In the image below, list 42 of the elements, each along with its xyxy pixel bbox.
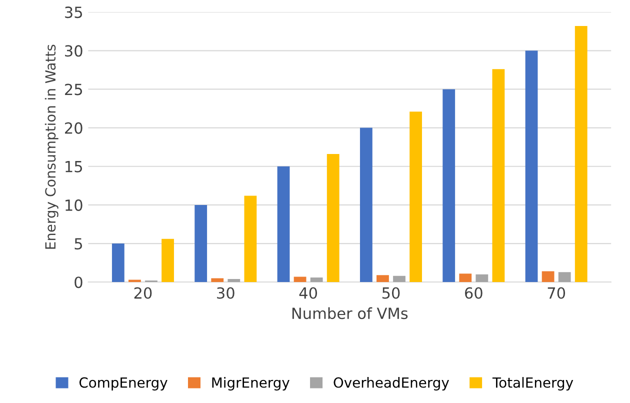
- legend-label: CompEnergy: [79, 377, 168, 390]
- bar: [244, 196, 257, 282]
- x-tick-label: 30: [217, 287, 234, 299]
- bar: [360, 128, 372, 282]
- x-tick-label: 50: [382, 287, 400, 299]
- y-axis-title: Energy Consumption in Watts: [44, 44, 58, 249]
- y-tick-label: 30: [65, 45, 82, 57]
- bar: [525, 50, 538, 282]
- y-tick-label: 5: [74, 238, 82, 250]
- bar: [459, 274, 472, 282]
- bar: [574, 26, 588, 282]
- y-tick-label: 15: [66, 161, 82, 172]
- x-axis-title: Number of VMs: [292, 307, 408, 320]
- y-tick-label: 0: [74, 276, 82, 288]
- bar: [310, 277, 323, 282]
- bar: [558, 272, 571, 282]
- x-tick-label: 20: [134, 287, 152, 299]
- bar: [211, 278, 224, 282]
- legend-label: TotalEnergy: [492, 377, 574, 390]
- bar: [410, 112, 422, 282]
- bar: [442, 89, 456, 282]
- x-tick-label: 40: [299, 287, 318, 299]
- bar: [112, 244, 124, 282]
- bar: [228, 279, 240, 282]
- y-tick-label: 35: [65, 6, 82, 18]
- legend-label: OverheadEnergy: [334, 377, 450, 390]
- bar: [194, 204, 208, 282]
- bar: [393, 276, 406, 282]
- bar: [294, 276, 306, 282]
- bar: [277, 166, 290, 282]
- legend-label: MigrEnergy: [212, 377, 290, 390]
- x-tick-label: 70: [548, 287, 566, 299]
- bar: [476, 274, 488, 282]
- y-tick-label: 25: [65, 84, 82, 96]
- y-tick-label: 20: [65, 122, 82, 134]
- x-tick-label: 60: [465, 287, 482, 299]
- bar: [162, 238, 174, 282]
- bar: [492, 69, 505, 282]
- y-tick-label: 10: [66, 199, 82, 211]
- bar: [542, 271, 554, 282]
- bar: [326, 154, 340, 282]
- bar: [376, 275, 389, 282]
